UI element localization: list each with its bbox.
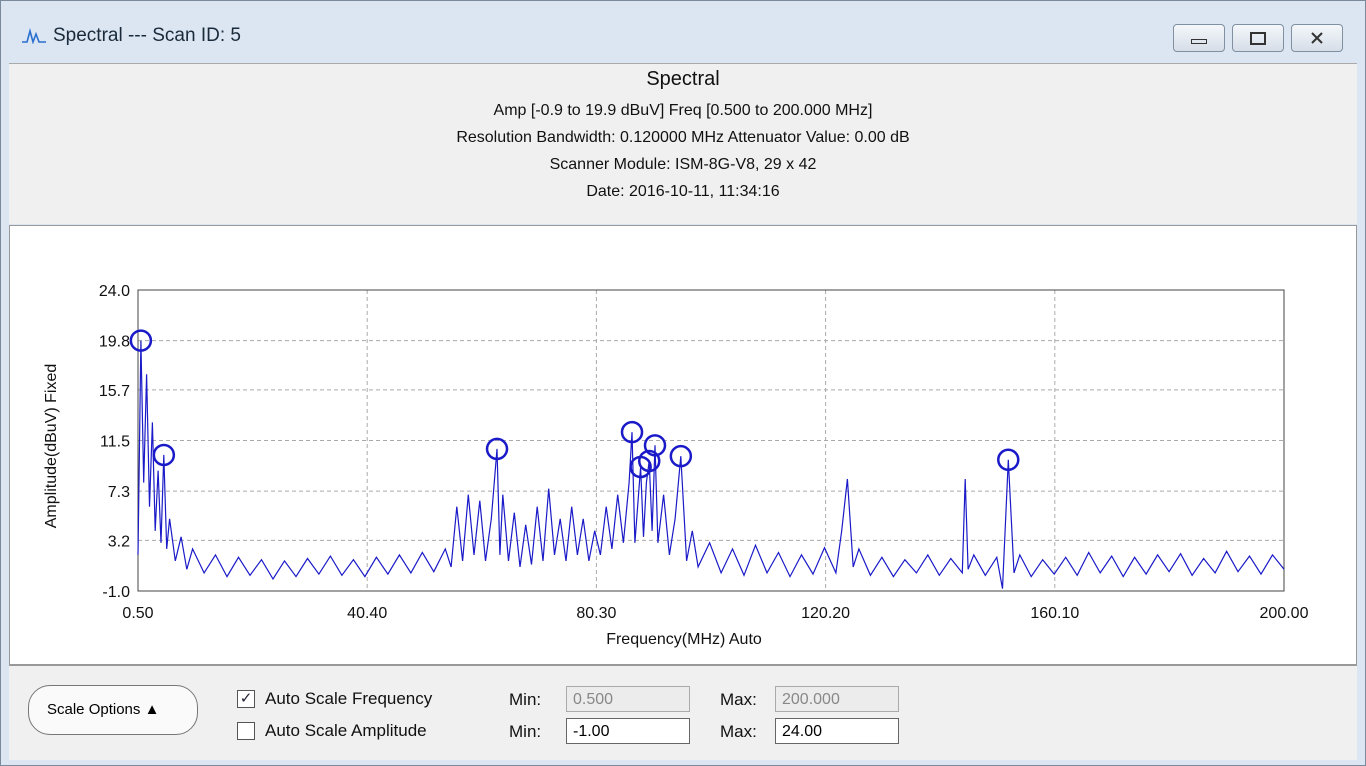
scale-panel: Scale Options ▲ ✓ Auto Scale Frequency A… (9, 665, 1357, 760)
close-button[interactable] (1291, 24, 1343, 52)
x-axis-label: Frequency(MHz) Auto (606, 631, 762, 648)
field-label: Max: (720, 690, 757, 709)
x-tick-label: 0.50 (122, 605, 153, 622)
x-tick-label: 160.10 (1030, 605, 1079, 622)
amp-min-input[interactable]: -1.00 (566, 718, 690, 744)
button-label: Scale Options (47, 701, 141, 718)
checkbox-label: Auto Scale Amplitude (265, 721, 427, 740)
scale-options-button[interactable]: Scale Options ▲ (28, 685, 198, 735)
title-bar: Spectral --- Scan ID: 5 (1, 1, 1365, 63)
freq-max-input[interactable]: 200.000 (775, 686, 899, 712)
plot-frame (137, 289, 1285, 592)
header-line: Amp [-0.9 to 19.9 dBuV] Freq [0.500 to 2… (493, 102, 873, 119)
y-tick-label: 15.7 (99, 383, 130, 400)
x-tick-label: 40.40 (347, 605, 387, 622)
y-tick-label: 11.5 (100, 434, 130, 451)
arrow-icon: ▲ (144, 701, 160, 718)
x-tick-label: 200.00 (1260, 605, 1309, 622)
peak-marker (669, 444, 693, 468)
peak-marker (485, 437, 509, 461)
minimize-button[interactable] (1173, 24, 1225, 52)
checkbox-label: Auto Scale Frequency (265, 689, 433, 708)
auto-freq-checkbox[interactable]: ✓ (237, 690, 255, 708)
header-line: Date: 2016-10-11, 11:34:16 (586, 183, 780, 200)
auto-amp-checkbox[interactable] (237, 722, 255, 740)
chart-title: Spectral (646, 68, 720, 90)
y-tick-label: 19.8 (99, 334, 130, 351)
field-label: Min: (509, 690, 542, 709)
app-icon (22, 28, 46, 44)
peak-marker (152, 443, 176, 467)
chart: Frequency(MHz) Auto Amplitude(dBuV) Fixe… (43, 283, 1309, 648)
x-tick-label: 120.20 (801, 605, 850, 622)
maximize-button[interactable] (1232, 24, 1284, 52)
field-label: Max: (720, 722, 757, 741)
y-tick-label: -1.0 (102, 584, 130, 601)
freq-min-input[interactable]: 0.500 (566, 686, 690, 712)
y-axis-label: Amplitude(dBuV) Fixed (43, 364, 60, 529)
chart-header: Spectral Amp [-0.9 to 19.9 dBuV] Freq [0… (9, 63, 1357, 224)
peak-marker (643, 434, 667, 457)
peak-marker (997, 448, 1020, 472)
spectrum-line (137, 340, 1285, 589)
y-tick-label: 24.0 (99, 283, 130, 300)
window-title: Spectral --- Scan ID: 5 (53, 25, 241, 46)
y-tick-label: 7.3 (108, 484, 130, 501)
peak-marker (637, 449, 661, 473)
amp-max-input[interactable]: 24.00 (775, 718, 899, 744)
plot-panel: Frequency(MHz) Auto Amplitude(dBuV) Fixe… (9, 225, 1357, 665)
header-line: Scanner Module: ISM-8G-V8, 29 x 42 (549, 156, 817, 173)
peak-marker (129, 329, 153, 352)
peak-marker (620, 420, 644, 444)
field-label: Min: (509, 722, 542, 741)
header-line: Resolution Bandwidth: 0.120000 MHz Atten… (456, 129, 910, 146)
x-tick-label: 80.30 (576, 605, 616, 622)
y-tick-label: 3.2 (108, 533, 130, 550)
